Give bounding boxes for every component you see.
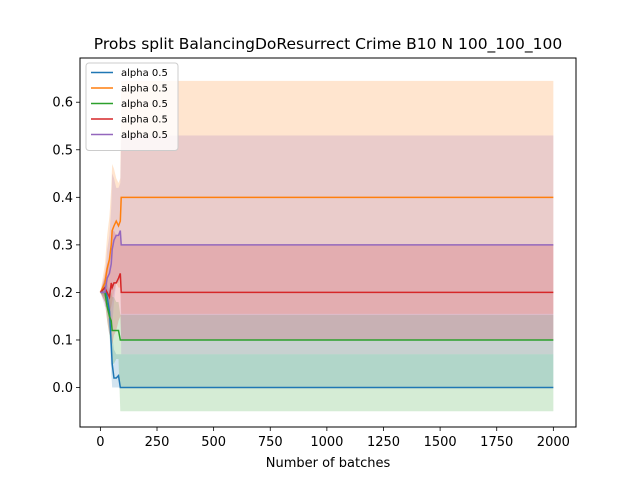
legend-entry-label: alpha 0.5: [121, 68, 168, 79]
legend-entry-label: alpha 0.5: [121, 130, 168, 141]
legend-entry-label: alpha 0.5: [121, 99, 168, 110]
y-tick-label: 0.5: [52, 143, 73, 158]
series-line-3: [100, 291, 554, 341]
legend-frame: [85, 62, 179, 151]
confidence-band-1: [100, 278, 554, 388]
plot-frame: [79, 57, 577, 428]
series-line-2: [99, 196, 554, 293]
series-line-4: [99, 273, 554, 300]
y-tick-label: 0.6: [52, 96, 73, 111]
x-tick-label: 0: [96, 435, 104, 450]
x-tick-label: 1000: [310, 435, 343, 450]
x-tick-label: 250: [145, 435, 170, 450]
y-tick-label: 0.0: [52, 381, 73, 396]
y-tick-label: 0.1: [52, 333, 73, 348]
y-tick-label: 0.3: [52, 238, 73, 253]
x-tick-label: 1500: [424, 435, 457, 450]
legend: alpha 0.5 alpha 0.5 alpha 0.5 alpha 0.5 alph…: [85, 62, 179, 151]
confidence-band-4: [100, 230, 554, 345]
y-axis: 0.0 0.1 0.2 0.3 0.4 0.5 0.6: [52, 96, 80, 396]
legend-entry-label: alpha 0.5: [121, 115, 168, 126]
legend-entry-label: alpha 0.5: [121, 84, 168, 95]
y-tick-label: 0.4: [52, 191, 73, 206]
x-tick-label: 2000: [537, 435, 570, 450]
x-tick-label: 1250: [367, 435, 400, 450]
y-tick-label: 0.2: [52, 286, 73, 301]
chart-title: Probs split BalancingDoResurrect Crime B…: [94, 35, 562, 54]
x-tick-label: 1750: [480, 435, 513, 450]
x-axis-label: Number of batches: [266, 456, 391, 471]
confidence-band-3: [100, 282, 554, 412]
x-tick-label: 750: [258, 435, 283, 450]
series-line-5: [100, 230, 554, 294]
x-tick-label: 500: [201, 435, 226, 450]
series-line-1: [99, 286, 554, 389]
series-lines: [99, 196, 554, 389]
x-axis: 0 250 500 750 1000 1250 1500 1750 2000: [96, 427, 570, 450]
